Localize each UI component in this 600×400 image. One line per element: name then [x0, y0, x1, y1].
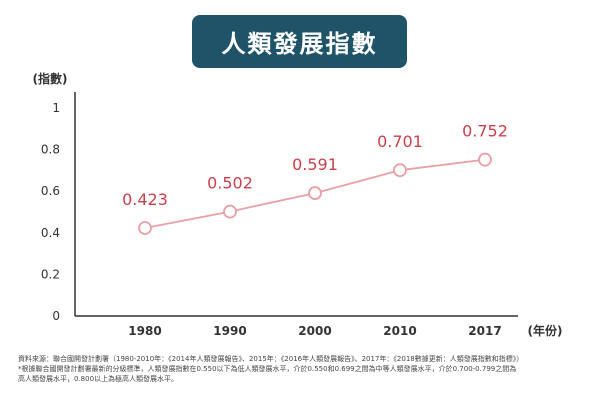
y-tick-label: 1 — [52, 101, 60, 115]
data-label: 0.701 — [377, 132, 423, 151]
y-tick-label: 0.4 — [41, 226, 60, 240]
data-label: 0.423 — [122, 190, 168, 209]
data-label: 0.591 — [292, 155, 338, 174]
data-label: 0.752 — [462, 122, 508, 141]
x-tick-label: 1990 — [213, 324, 246, 338]
source-line-3: 高人類發展水平，0.800以上為極高人類發展水平。 — [18, 375, 179, 383]
y-tick-label: 0.2 — [41, 267, 60, 281]
data-point — [308, 186, 322, 200]
source-line-2: *根據聯合國開發計劃署最新的分級標準，人類發展指數在0.550以下為低人類發展水… — [18, 365, 517, 373]
data-label: 0.502 — [207, 174, 253, 193]
data-point — [478, 152, 492, 167]
x-tick-label: 2000 — [298, 324, 331, 338]
x-tick-label: 2017 — [468, 324, 501, 338]
x-tick-label: 2010 — [383, 324, 416, 338]
data-point — [223, 204, 237, 219]
data-point — [393, 163, 407, 178]
source-line-1: 資料來源：聯合國開發計劃署（1980-2010年：《2014年人類發展報告》、2… — [18, 355, 524, 363]
data-point — [138, 221, 152, 235]
x-tick-label: 1980 — [128, 324, 161, 338]
chart-title: 人類發展指數 — [221, 30, 378, 58]
y-tick-label: 0 — [52, 309, 60, 323]
source-note: 資料來源：聯合國開發計劃署（1980-2010年：《2014年人類發展報告》、2… — [18, 354, 588, 384]
y-tick-label: 0.8 — [41, 143, 60, 157]
title-banner: 人類發展指數 — [192, 15, 407, 68]
y-axis-label: (指數) — [33, 71, 68, 86]
y-tick-label: 0.6 — [41, 184, 60, 198]
x-axis-label: (年份) — [528, 323, 563, 338]
